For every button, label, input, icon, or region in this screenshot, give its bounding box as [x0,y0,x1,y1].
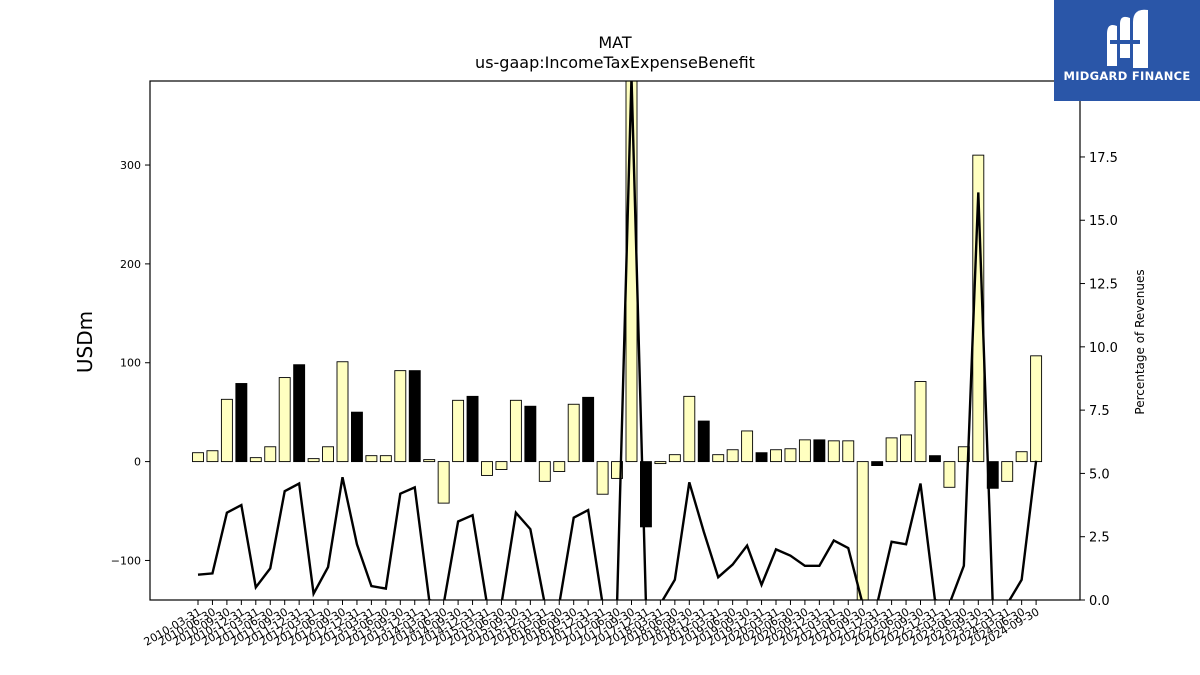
bar [856,461,869,600]
bar-series [192,81,1043,600]
bar [914,381,927,463]
bar [365,455,378,463]
y-axis-right: 0.0 2.5 5.0 7.5 10.0 12.5 15.0 17.5 [1080,151,1118,609]
bar [336,361,349,463]
bar [206,450,219,463]
bar [567,403,580,463]
brand-name: MIDGARD FINANCE [1063,69,1191,83]
bar [307,458,320,463]
bar [683,395,696,463]
bar [538,461,551,482]
bar [697,420,710,463]
bar [625,81,638,463]
bar [408,370,421,463]
bar [842,440,855,463]
bar [452,399,465,463]
x-axis: 2010-03-312010-06-302010-09-302010-12-31… [142,600,1042,649]
bar [726,449,739,463]
y-tick-label: 300 [120,159,141,172]
bar [1015,451,1028,463]
y2-tick-label: 0.0 [1089,594,1110,609]
chart-title: MAT [598,33,632,52]
bar [351,411,363,463]
bar [235,383,248,463]
bar [929,455,941,463]
bar [278,377,291,463]
pct-line-series [197,81,1038,600]
bar [885,437,898,463]
bar [1001,461,1014,482]
bar [524,405,537,463]
bar [249,457,262,463]
bar [582,396,595,463]
bar [770,449,782,463]
y2-tick-label: 2.5 [1089,531,1110,546]
midgard-logo-icon [1107,9,1148,68]
bar [423,459,436,463]
bar [394,370,407,463]
bar [509,399,522,463]
brand-logo: MIDGARD FINANCE [1054,0,1200,101]
bar [943,461,956,488]
bar [654,461,667,465]
bar [466,395,479,463]
y-axis-left: −100 0 100 200 300 [111,159,150,567]
bar [611,461,623,479]
bar [379,455,392,463]
y-axis-label: USDm [73,311,97,373]
bar [596,461,609,495]
bar [755,452,768,463]
bar [293,364,306,463]
plot-frame [149,80,1081,601]
y2-tick-label: 7.5 [1089,404,1110,419]
bar [741,430,754,463]
y-tick-label: 100 [120,357,141,370]
bar [784,448,797,463]
bar [813,439,826,463]
bar [798,439,811,463]
bar [495,461,508,470]
y-tick-label: 0 [134,456,141,469]
bar [1030,355,1043,463]
bar [871,461,884,467]
bar [900,434,912,463]
bar [322,446,334,463]
y2-axis-label: Percentage of Revenues [1133,269,1147,414]
pct-line [197,81,1038,600]
bar [220,398,233,463]
bar [640,461,652,528]
bar [553,461,566,472]
chart-subtitle: us-gaap:IncomeTaxExpenseBenefit [475,53,755,72]
bar [712,454,725,463]
y2-tick-label: 15.0 [1089,214,1118,229]
bar [668,454,681,463]
bar [437,461,450,504]
y-tick-label: 200 [120,258,141,271]
bar [264,446,277,463]
bar [192,452,204,463]
bar [827,440,840,463]
y2-tick-label: 12.5 [1089,278,1118,293]
y-tick-label: −100 [111,554,141,567]
y2-tick-label: 5.0 [1089,467,1110,482]
bar [481,461,493,476]
y2-tick-label: 17.5 [1089,151,1118,166]
y2-tick-label: 10.0 [1089,341,1118,356]
